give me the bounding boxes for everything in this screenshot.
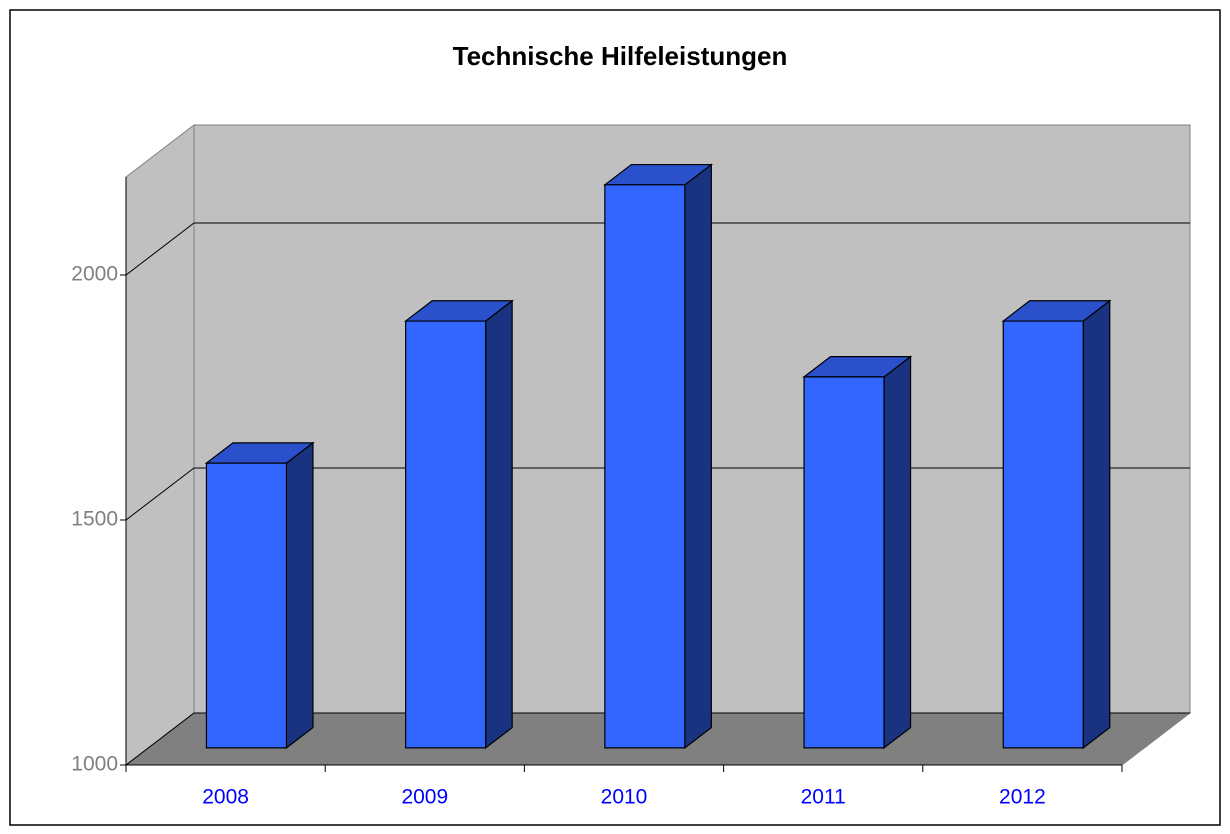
x-tick-label: 2009 xyxy=(401,786,448,809)
bar-side xyxy=(285,441,314,750)
x-tick-label: 2008 xyxy=(202,786,249,809)
bar-side xyxy=(485,299,513,750)
bar xyxy=(803,376,885,749)
bar xyxy=(604,184,686,749)
x-tick-label: 2011 xyxy=(801,786,846,809)
bar xyxy=(1002,320,1084,749)
bar xyxy=(405,320,487,749)
grid-line xyxy=(125,222,1190,276)
y-tick-label: 2000 xyxy=(71,263,118,286)
bar xyxy=(205,462,288,749)
bar-side xyxy=(684,163,712,750)
y-tick-label: 1500 xyxy=(71,508,118,531)
bar-side xyxy=(883,355,912,750)
x-tick-label: 2012 xyxy=(999,786,1046,809)
bar-side xyxy=(1082,299,1111,750)
x-tick-label: 2010 xyxy=(601,786,648,809)
side-wall xyxy=(125,123,195,767)
y-tick-label: 1000 xyxy=(71,753,118,776)
chart-title: Technische Hilfeleistungen xyxy=(453,41,788,71)
